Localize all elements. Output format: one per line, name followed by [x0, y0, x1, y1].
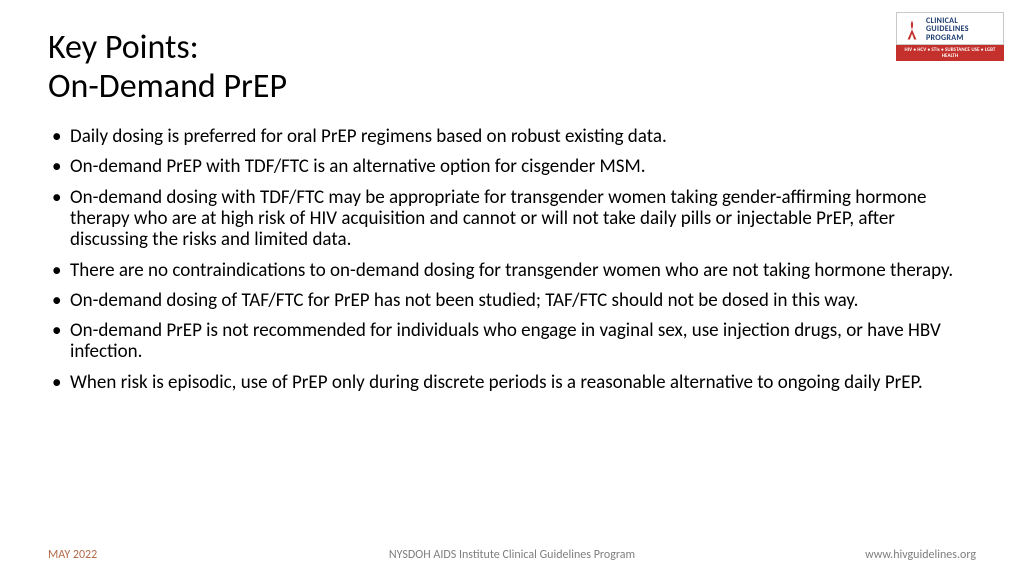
- footer-date: MAY 2022: [48, 548, 97, 562]
- program-logo: CLINICAL GUIDELINES PROGRAM HIV • HCV • …: [896, 12, 1004, 61]
- bullet-item: On-demand dosing of TAF/FTC for PrEP has…: [48, 290, 976, 311]
- bullet-item: On-demand PrEP is not recommended for in…: [48, 320, 976, 363]
- logo-line3: PROGRAM: [926, 34, 969, 42]
- bullet-item: When risk is episodic, use of PrEP only …: [48, 372, 976, 393]
- ribbon-icon: [903, 19, 921, 41]
- bullet-item: On-demand dosing with TDF/FTC may be app…: [48, 187, 976, 251]
- footer-org: NYSDOH AIDS Institute Clinical Guideline…: [389, 548, 635, 562]
- slide-footer: MAY 2022 NYSDOH AIDS Institute Clinical …: [0, 548, 1024, 562]
- bullet-list: Daily dosing is preferred for oral PrEP …: [48, 126, 976, 393]
- logo-box: CLINICAL GUIDELINES PROGRAM: [896, 12, 1004, 45]
- footer-url: www.hivguidelines.org: [865, 548, 976, 562]
- title-line1: Key Points:: [48, 27, 199, 68]
- slide-title: Key Points: On-Demand PrEP: [48, 28, 976, 106]
- bullet-item: There are no contraindications to on-dem…: [48, 260, 976, 281]
- logo-title: CLINICAL GUIDELINES PROGRAM: [926, 17, 969, 42]
- logo-subtitle-bar: HIV • HCV • STIs • SUBSTANCE USE • LGBT …: [896, 45, 1004, 61]
- bullet-item: Daily dosing is preferred for oral PrEP …: [48, 126, 976, 147]
- bullet-item: On-demand PrEP with TDF/FTC is an altern…: [48, 156, 976, 177]
- title-line2: On-Demand PrEP: [48, 66, 287, 107]
- slide-container: CLINICAL GUIDELINES PROGRAM HIV • HCV • …: [0, 0, 1024, 576]
